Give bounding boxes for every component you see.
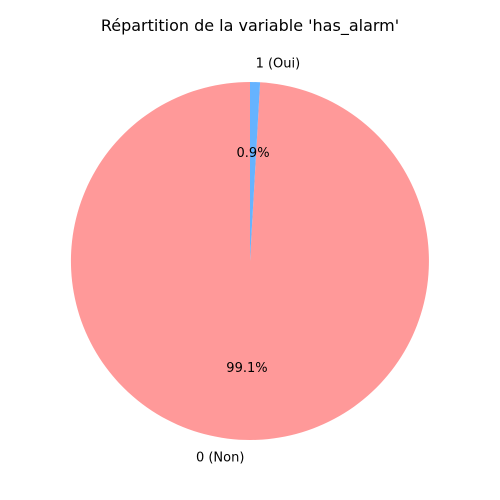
slice-percent-0: 99.1% bbox=[226, 361, 267, 376]
pie-labels: 0 (Non) 99.1% 1 (Oui) 0.9% bbox=[196, 57, 300, 466]
slice-label-0: 0 (Non) bbox=[196, 450, 244, 465]
pie-slices bbox=[70, 81, 429, 440]
slice-percent-1: 0.9% bbox=[237, 146, 270, 161]
pie-slice-0 bbox=[70, 81, 429, 440]
chart-title: Répartition de la variable 'has_alarm' bbox=[101, 16, 399, 36]
slice-label-1: 1 (Oui) bbox=[256, 57, 301, 72]
pie-slice-1 bbox=[250, 82, 261, 261]
